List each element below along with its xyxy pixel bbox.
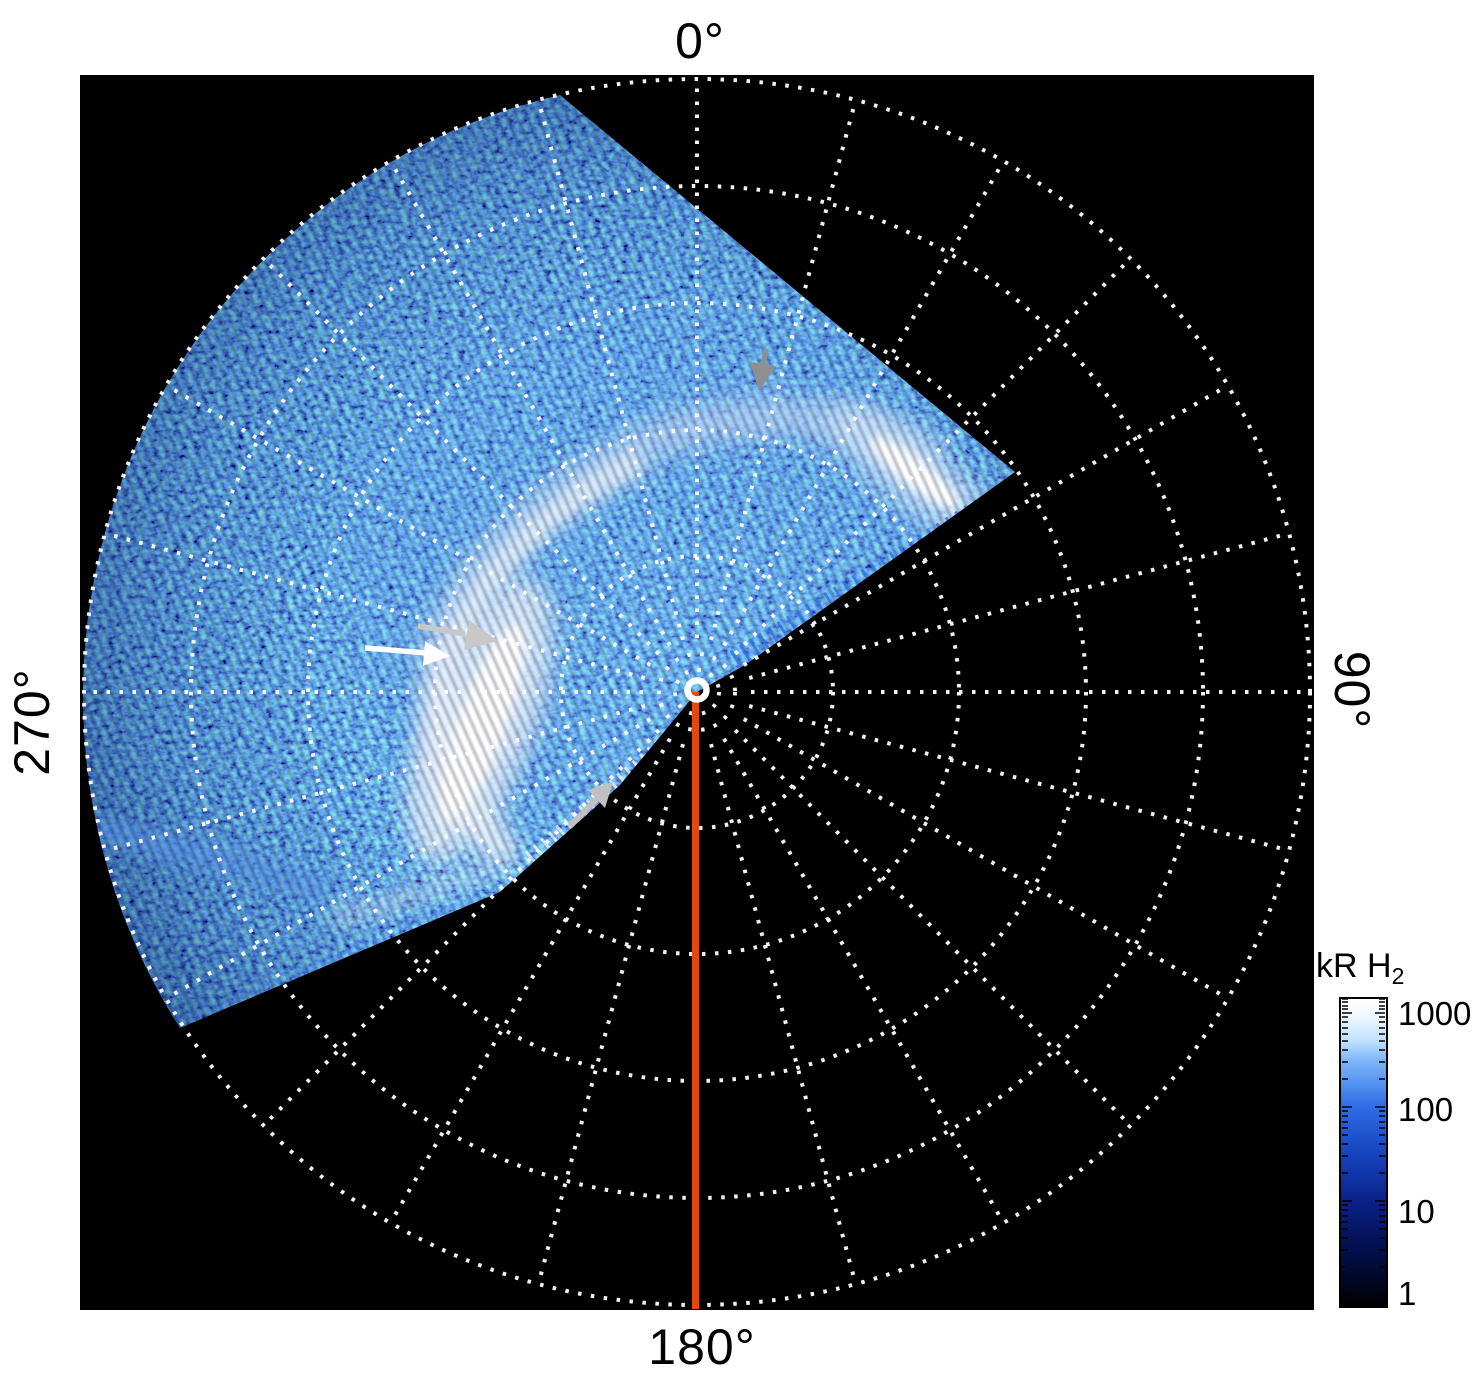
colorbar (1339, 997, 1388, 1308)
angle-label-270: 270° (4, 668, 60, 776)
angle-label-0: 0° (675, 13, 725, 69)
gray-arrow-annotation-1 (417, 620, 498, 650)
colorbar-ticks-right (1375, 998, 1385, 1296)
gray-arrow-annotation-2 (567, 782, 613, 829)
colorbar-tick-10: 10 (1398, 1193, 1435, 1230)
angle-label-180: 180° (648, 1319, 756, 1375)
angle-label-90: 90° (1324, 650, 1380, 730)
colorbar-title: kR H2 (1316, 947, 1405, 989)
colorbar-tick-1: 1 (1398, 1275, 1417, 1312)
white-arrow-annotation (364, 641, 450, 666)
colorbar-title-subscript: 2 (1391, 963, 1405, 989)
gray-arrow-annotation-3 (750, 348, 776, 391)
colorbar-tick-1000: 1000 (1398, 995, 1472, 1032)
polar-plot-svg (80, 75, 1314, 1310)
colorbar-gradient (1339, 997, 1388, 1308)
colorbar-ticks-left (1342, 998, 1352, 1296)
polar-plot-area (80, 75, 1314, 1310)
pole-marker-ring (684, 677, 710, 703)
colorbar-tick-100: 100 (1398, 1091, 1454, 1128)
